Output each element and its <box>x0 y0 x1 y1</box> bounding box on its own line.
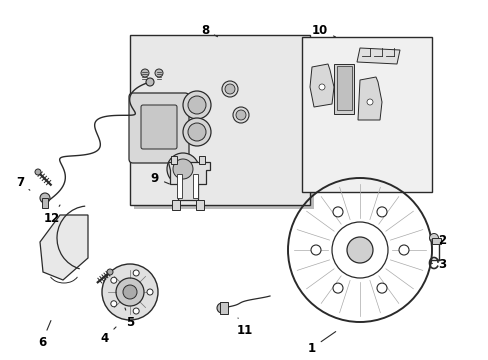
Circle shape <box>147 289 153 295</box>
Circle shape <box>155 69 163 77</box>
Polygon shape <box>168 162 209 200</box>
Bar <box>196 200 203 210</box>
Circle shape <box>232 107 248 123</box>
Text: 6: 6 <box>38 320 51 348</box>
Text: 4: 4 <box>101 327 116 345</box>
Bar <box>193 174 198 198</box>
Bar <box>177 174 182 198</box>
Circle shape <box>332 283 342 293</box>
Circle shape <box>376 283 386 293</box>
Circle shape <box>173 159 193 179</box>
Circle shape <box>224 84 235 94</box>
Circle shape <box>428 234 438 243</box>
Circle shape <box>236 110 245 120</box>
Bar <box>220 302 227 314</box>
Text: 7: 7 <box>16 175 30 190</box>
Polygon shape <box>357 77 381 120</box>
FancyBboxPatch shape <box>141 105 177 149</box>
Circle shape <box>40 193 50 203</box>
Text: 5: 5 <box>125 308 134 328</box>
Circle shape <box>133 270 139 276</box>
Bar <box>336 66 351 110</box>
Bar <box>172 200 180 210</box>
Text: 12: 12 <box>44 205 60 225</box>
Circle shape <box>141 69 149 77</box>
Polygon shape <box>40 215 88 280</box>
Circle shape <box>187 96 205 114</box>
Polygon shape <box>309 64 333 107</box>
Text: 3: 3 <box>429 258 445 271</box>
Circle shape <box>332 207 342 217</box>
Circle shape <box>398 245 408 255</box>
FancyBboxPatch shape <box>129 93 189 163</box>
Circle shape <box>102 264 158 320</box>
Circle shape <box>222 81 238 97</box>
Circle shape <box>116 278 143 306</box>
Text: 11: 11 <box>236 318 253 337</box>
Circle shape <box>107 269 113 275</box>
Circle shape <box>133 308 139 314</box>
Circle shape <box>167 153 199 185</box>
Circle shape <box>123 285 137 299</box>
Circle shape <box>35 169 41 175</box>
Text: 8: 8 <box>201 23 217 37</box>
Bar <box>302 37 431 192</box>
Text: 9: 9 <box>151 171 169 184</box>
Circle shape <box>183 91 210 119</box>
Polygon shape <box>356 48 399 64</box>
Circle shape <box>111 301 117 307</box>
Bar <box>171 156 177 164</box>
Text: 1: 1 <box>307 332 335 355</box>
Circle shape <box>376 207 386 217</box>
Text: 10: 10 <box>311 23 335 37</box>
Text: 2: 2 <box>429 234 445 247</box>
Bar <box>134 39 313 209</box>
Bar <box>42 198 48 208</box>
Circle shape <box>146 78 154 86</box>
Circle shape <box>183 118 210 146</box>
Circle shape <box>366 99 372 105</box>
Circle shape <box>187 123 205 141</box>
Circle shape <box>346 237 372 263</box>
Bar <box>130 35 309 205</box>
Bar <box>431 238 440 244</box>
Circle shape <box>310 245 320 255</box>
Circle shape <box>217 303 226 313</box>
Bar <box>199 156 204 164</box>
Circle shape <box>318 84 325 90</box>
Bar <box>333 64 353 114</box>
Circle shape <box>111 277 117 283</box>
